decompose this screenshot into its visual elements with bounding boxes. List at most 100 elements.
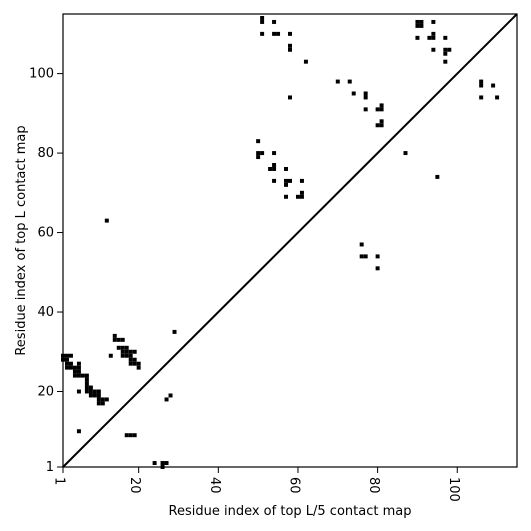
contact-cell-upper [363,254,368,259]
contact-cell-upper [443,47,448,52]
y-axis-ticks: 1 20 40 60 80 100 [29,67,63,475]
y-tick-label: 20 [37,385,54,400]
contact-cell-lower [124,433,129,438]
contact-cell-lower [72,365,77,370]
contact-cell-lower [88,393,93,398]
x-axis-label: Residue index of top L/5 contact map [169,504,412,519]
y-tick-label: 80 [37,146,54,161]
contact-cell-upper [431,47,436,52]
contact-cell-upper [288,95,292,100]
contact-cell-upper [419,23,424,28]
contact-cell-upper [415,35,420,40]
contact-cell-lower [104,397,109,402]
contact-cell-upper [435,174,440,179]
x-tick-label: 100 [446,477,461,502]
contact-cell-upper [479,83,484,88]
contact-cell-upper [359,242,364,247]
contact-cell-lower [108,353,113,358]
contact-cell-lower [88,385,93,390]
contact-cell-upper [431,19,436,24]
contact-cell-upper [272,163,277,167]
contact-cell-lower [76,373,81,378]
diagonal-line [62,13,518,468]
contact-cell-lower [128,361,133,366]
contact-cell-lower [152,461,157,466]
contact-cell-lower [120,353,125,358]
contact-cell-lower [164,461,169,466]
contact-cell-upper [268,166,273,171]
contact-cell-lower [68,361,73,366]
contact-cell-upper [276,31,281,36]
contact-cell-lower [112,337,117,342]
contact-cell-lower [72,369,77,374]
contact-cell-lower [116,337,121,342]
y-axis-label: Residue index of top L contact map [14,125,29,355]
contact-cell-lower [172,329,177,334]
contact-cell-upper [415,23,420,28]
contact-cell-lower [92,389,97,394]
x-tick-label: 20 [127,477,142,494]
contact-cell-upper [443,35,448,40]
contact-cell-upper [272,31,277,36]
contact-cell-upper [347,79,352,84]
contact-cell-lower [64,365,69,370]
contact-cell-lower [76,365,81,370]
contact-cell-lower [84,381,89,386]
contact-cell-upper [379,123,384,128]
contact-cell-lower [132,361,137,366]
contact-cell-upper [495,95,500,100]
contact-cell-upper [272,19,277,24]
contact-cell-upper [491,83,496,88]
contact-cell-lower [100,397,105,402]
contact-cell-lower [132,433,137,438]
contact-cell-upper [256,155,261,160]
x-tick-label: 1 [52,477,67,485]
contact-cell-lower [84,373,89,378]
contact-cell-upper [443,51,448,56]
contact-cell-upper [363,95,368,100]
contact-cell-upper [335,79,340,84]
contact-cell-upper [379,107,384,112]
contact-cell-lower [80,373,85,378]
contact-cell-lower [160,461,165,466]
contact-cell-lower [132,357,137,362]
contact-cell-lower [88,389,93,394]
contact-cell-lower [128,353,133,358]
contact-cell-upper [260,151,265,156]
y-tick-label: 1 [46,460,54,475]
contact-cell-upper [375,266,380,271]
contact-cell-upper [256,139,261,144]
contact-cell-lower [128,433,133,438]
contact-cell-lower [104,218,109,223]
contact-cell-lower [120,349,125,354]
contact-cell-upper [284,182,289,187]
contact-cell-upper [427,35,432,40]
contact-cell-upper [359,254,364,259]
contact-cell-upper [288,47,292,52]
contact-cell-upper [295,194,300,199]
contact-cell-lower [168,393,173,398]
contact-cell-lower [92,393,97,398]
contact-cell-upper [272,151,277,156]
contact-cell-upper [443,59,448,64]
contact-cell-lower [128,357,133,362]
contact-cell-upper [479,79,484,84]
contact-cell-upper [375,107,380,112]
contact-cell-lower [68,365,73,370]
contact-cell-lower [128,349,133,354]
contact-cell-lower [136,361,141,366]
x-tick-label: 40 [207,477,222,494]
contact-cell-upper [284,194,289,199]
contact-cell-lower [64,357,69,362]
contact-cell-upper [479,95,484,100]
x-axis-ticks: 1 20 40 60 80 100 [52,467,461,502]
x-tick-label: 60 [286,477,301,494]
contact-cell-upper [288,43,292,48]
contact-cell-upper [415,19,420,24]
contact-cell-upper [403,151,408,156]
contact-cell-upper [375,123,380,128]
contact-cell-lower [120,345,125,350]
contact-cell-lower [76,361,81,366]
contact-cell-lower [84,377,89,382]
contact-cell-upper [288,31,292,36]
